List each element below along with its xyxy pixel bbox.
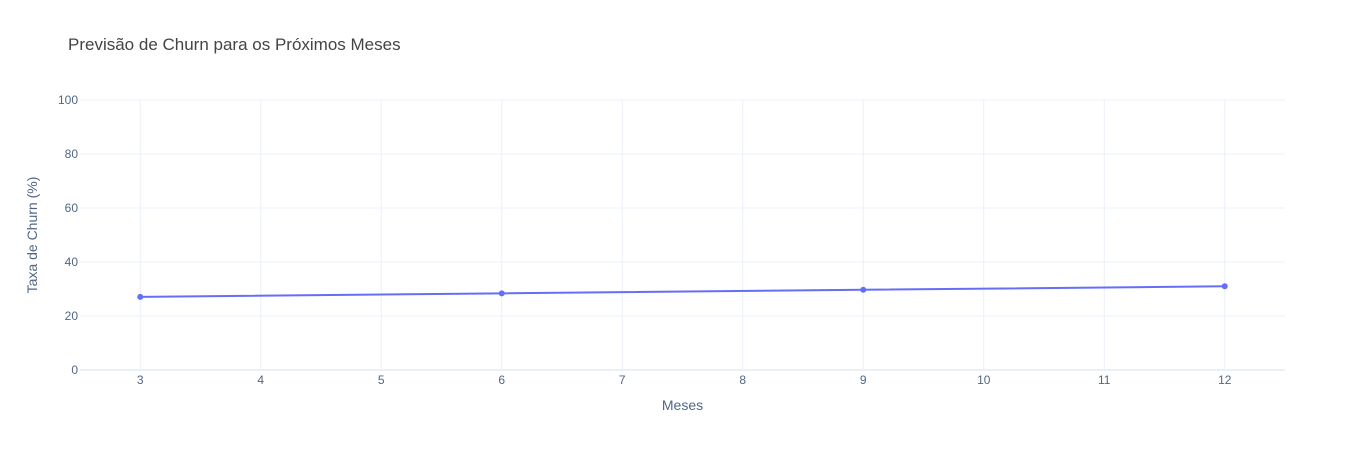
x-tick-label: 3 [137, 373, 144, 387]
x-tick-label: 5 [378, 373, 385, 387]
x-tick-label: 4 [257, 373, 264, 387]
y-tick-label: 20 [65, 309, 79, 323]
data-point[interactable] [498, 290, 505, 297]
y-axis-tick-labels: 0 20 40 60 80 100 [58, 93, 78, 377]
grid-lines [80, 99, 1285, 371]
chart-title: Previsão de Churn para os Próximos Meses [68, 35, 401, 54]
y-tick-label: 60 [65, 201, 79, 215]
series-line [140, 285, 1225, 298]
x-tick-label: 7 [619, 373, 626, 387]
x-tick-label: 8 [739, 373, 746, 387]
data-point[interactable] [137, 293, 144, 300]
y-tick-label: 80 [65, 147, 79, 161]
x-axis-title: Meses [662, 397, 703, 413]
y-tick-label: 0 [71, 363, 78, 377]
x-tick-label: 12 [1218, 373, 1232, 387]
data-point[interactable] [860, 286, 867, 293]
data-point[interactable] [1221, 283, 1228, 290]
y-axis-title: Taxa de Churn (%) [24, 177, 40, 294]
x-tick-label: 9 [860, 373, 867, 387]
x-tick-label: 6 [498, 373, 505, 387]
x-tick-label: 11 [1098, 373, 1111, 387]
x-tick-label: 10 [977, 373, 991, 387]
y-tick-label: 100 [58, 93, 78, 107]
y-tick-label: 40 [65, 255, 79, 269]
x-axis-tick-labels: 3 4 5 6 7 8 9 10 11 12 [137, 373, 1232, 387]
series-layer [137, 283, 1228, 300]
